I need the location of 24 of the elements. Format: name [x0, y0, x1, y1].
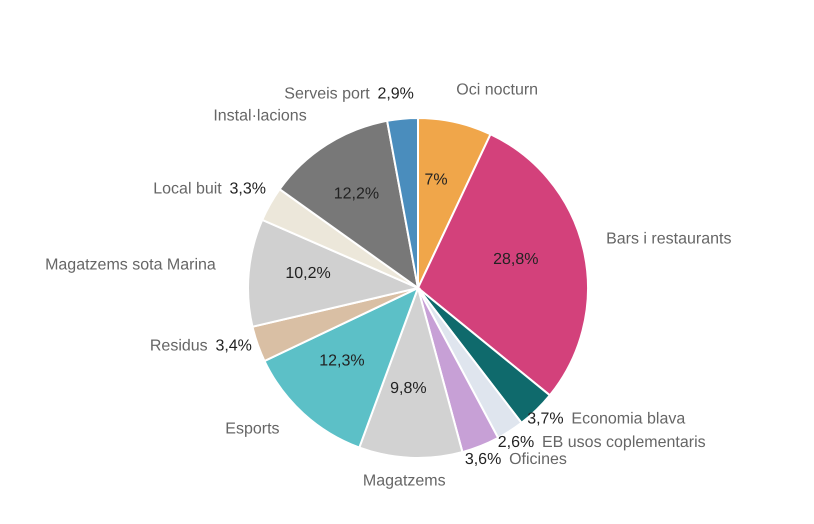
- slice-label: Magatzems sota Marina: [45, 256, 216, 274]
- slice-label: Magatzems: [362, 472, 446, 490]
- data-label: 12,3%: [319, 352, 365, 370]
- slice-label: EB usos coplementaris: [542, 434, 706, 452]
- data-label: 2,6%: [498, 434, 534, 452]
- slice-label: Economia blava: [571, 410, 686, 428]
- data-label: 3,4%: [215, 337, 252, 354]
- data-label: 3,6%: [464, 451, 502, 468]
- data-label: 28,8%: [493, 251, 538, 268]
- slice-label: Oficines: [509, 451, 567, 468]
- slice-label: Residus: [150, 337, 208, 354]
- data-label: 2,9%: [377, 85, 414, 102]
- data-label: 9,8%: [390, 380, 427, 397]
- slice-label: Serveis port: [284, 85, 370, 102]
- slice-label: Bars i restaurants: [606, 230, 732, 248]
- slice-label: Esports: [225, 420, 280, 438]
- data-label: 7%: [424, 172, 448, 189]
- data-label: 12,2%: [334, 186, 380, 203]
- slice-label: Local buit: [153, 180, 222, 198]
- data-label: 10,2%: [285, 264, 331, 282]
- slice-label: Instal·lacions: [213, 107, 307, 124]
- slice-label: Oci nocturn: [456, 81, 538, 98]
- data-label: 3,3%: [230, 180, 266, 198]
- data-label: 3,7%: [527, 410, 564, 428]
